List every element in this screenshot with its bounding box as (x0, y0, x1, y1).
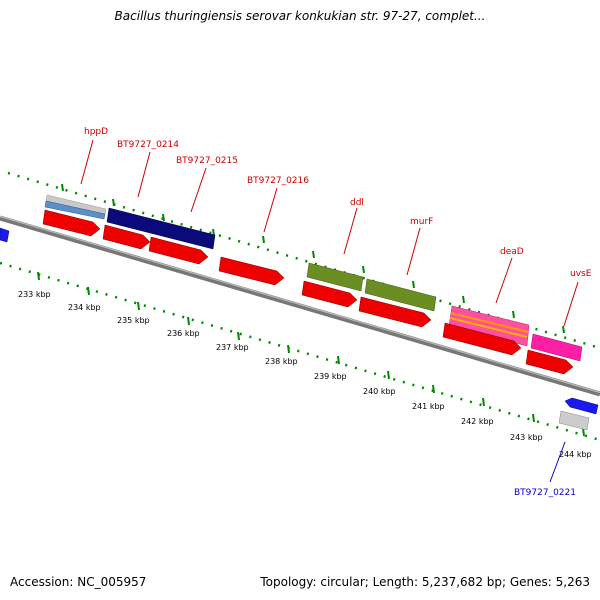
kbp-label: 233 kbp (18, 290, 51, 299)
genome-backbone-highlight (0, 215, 600, 394)
kbp-label: 241 kbp (412, 402, 445, 411)
kbp-label: 238 kbp (265, 357, 298, 366)
gene-feature-deaD[interactable] (448, 305, 530, 347)
gene-arrow-BT9727_0214[interactable] (102, 224, 151, 250)
lower-tick-ruler (0, 261, 600, 442)
kbp-label: 240 kbp (363, 387, 396, 396)
gene-labels: hppD BT9727_0214 BT9727_0215 BT9727_0216… (84, 127, 592, 498)
gene-arrow-hppD[interactable] (42, 209, 101, 237)
gene-label-BT9727_0214[interactable]: BT9727_0214 (117, 140, 179, 150)
gene-label-BT9727_0216[interactable]: BT9727_0216 (247, 176, 309, 186)
genome-backbone (0, 215, 600, 397)
label-leaders (80, 139, 579, 483)
gene-feature-uvsE[interactable] (530, 333, 583, 362)
kbp-label: 234 kbp (68, 303, 101, 312)
gene-arrow-murF[interactable] (358, 296, 432, 328)
gene-feature-BT9727_0214[interactable] (106, 207, 216, 250)
gene-arrow-BT9727_0215[interactable] (148, 236, 209, 265)
gene-label-BT9727_0215[interactable]: BT9727_0215 (176, 156, 238, 166)
map-title: Bacillus thuringiensis serovar konkukian… (114, 9, 486, 23)
gene-label-ddl[interactable]: ddl (350, 198, 364, 208)
gene-arrow-BT9727_0221[interactable] (564, 397, 599, 415)
kbp-label: 236 kbp (167, 329, 200, 338)
gene-arrow-reverse-left[interactable] (0, 227, 10, 243)
reverse-features (0, 227, 599, 431)
gene-feature-BT9727_0221-grey[interactable] (558, 410, 590, 431)
kbp-label: 242 kbp (461, 417, 494, 426)
gene-arrow-ddl[interactable] (301, 280, 358, 308)
accession-text: Accession: NC_005957 (10, 575, 147, 589)
gene-feature-deaD-stripe (449, 317, 528, 338)
gene-feature-hppD-blue[interactable] (44, 200, 106, 220)
feature-track (44, 194, 583, 362)
gene-arrow-uvsE[interactable] (525, 349, 574, 375)
gene-label-murF[interactable]: murF (410, 217, 433, 227)
kbp-labels: 233 kbp 234 kbp 235 kbp 236 kbp 237 kbp … (18, 290, 592, 459)
kbp-label: 243 kbp (510, 433, 543, 442)
gene-arrow-BT9727_0216[interactable] (218, 256, 285, 286)
kbp-label: 237 kbp (216, 343, 249, 352)
gene-label-BT9727_0221[interactable]: BT9727_0221 (514, 488, 576, 498)
gene-label-deaD[interactable]: deaD (500, 247, 524, 257)
lower-major-ticks (37, 271, 585, 437)
gene-arrow-deaD[interactable] (442, 322, 522, 356)
kbp-label: 244 kbp (559, 450, 592, 459)
gene-feature-ddl[interactable] (306, 262, 364, 292)
gene-feature-murF[interactable] (364, 278, 437, 312)
kbp-label: 239 kbp (314, 372, 347, 381)
kbp-label: 235 kbp (117, 316, 150, 325)
gene-label-uvsE[interactable]: uvsE (570, 269, 592, 279)
topology-text: Topology: circular; Length: 5,237,682 bp… (260, 575, 590, 589)
gene-label-hppD[interactable]: hppD (84, 127, 108, 137)
gene-feature-deaD-stripe (450, 312, 529, 333)
upper-major-ticks (61, 183, 565, 334)
cds-arrows (42, 209, 574, 375)
